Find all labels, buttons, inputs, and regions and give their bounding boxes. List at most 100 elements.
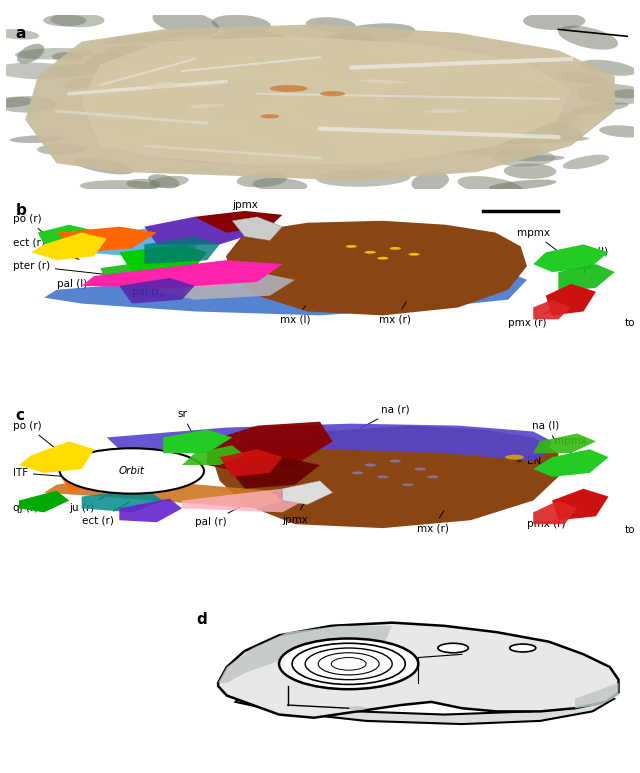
Text: ITF: ITF [13, 468, 67, 478]
Text: Orbit: Orbit [119, 466, 145, 476]
Ellipse shape [512, 86, 563, 97]
Ellipse shape [166, 88, 233, 110]
Ellipse shape [333, 58, 371, 75]
Ellipse shape [408, 253, 420, 256]
Text: AOF: AOF [266, 479, 287, 502]
Ellipse shape [64, 78, 93, 89]
Polygon shape [218, 626, 392, 683]
Ellipse shape [126, 179, 161, 189]
Ellipse shape [358, 80, 408, 83]
Ellipse shape [159, 152, 231, 162]
Ellipse shape [523, 12, 586, 30]
Polygon shape [546, 284, 596, 315]
Text: pal (l): pal (l) [56, 279, 166, 289]
Text: sr: sr [177, 409, 193, 435]
Polygon shape [44, 272, 527, 315]
Polygon shape [195, 211, 282, 233]
Text: ect (r): ect (r) [82, 502, 129, 525]
Ellipse shape [390, 247, 401, 250]
Ellipse shape [37, 144, 85, 155]
Polygon shape [56, 226, 157, 252]
Ellipse shape [558, 26, 618, 49]
Polygon shape [145, 262, 244, 288]
Ellipse shape [599, 125, 640, 138]
Ellipse shape [17, 44, 44, 63]
Ellipse shape [96, 115, 150, 129]
Text: ju (r): ju (r) [69, 490, 117, 513]
Polygon shape [119, 499, 182, 523]
Ellipse shape [148, 175, 180, 189]
Text: pal (r): pal (r) [132, 284, 204, 297]
Ellipse shape [569, 103, 628, 115]
Ellipse shape [558, 71, 608, 84]
Ellipse shape [438, 643, 468, 652]
Ellipse shape [97, 98, 177, 114]
Ellipse shape [381, 87, 438, 104]
Text: lc (r): lc (r) [232, 437, 257, 458]
Text: to: to [624, 525, 635, 535]
Polygon shape [533, 501, 577, 524]
Ellipse shape [316, 169, 410, 187]
Ellipse shape [0, 97, 33, 107]
Ellipse shape [149, 82, 177, 88]
Ellipse shape [216, 83, 272, 98]
Ellipse shape [255, 117, 284, 135]
Ellipse shape [237, 172, 287, 187]
Ellipse shape [335, 23, 415, 43]
Polygon shape [533, 300, 571, 319]
Polygon shape [82, 226, 207, 256]
Ellipse shape [492, 149, 555, 166]
Ellipse shape [176, 93, 206, 101]
Polygon shape [25, 24, 615, 181]
Ellipse shape [346, 245, 357, 248]
Text: po (r): po (r) [13, 421, 54, 448]
Text: qj (r): qj (r) [13, 501, 38, 513]
Polygon shape [82, 36, 571, 165]
Ellipse shape [277, 130, 310, 142]
Text: pal (r): pal (r) [195, 506, 243, 527]
Ellipse shape [73, 158, 133, 175]
Polygon shape [232, 216, 282, 240]
Ellipse shape [260, 114, 279, 118]
Polygon shape [82, 489, 163, 512]
Ellipse shape [365, 251, 376, 254]
Ellipse shape [184, 42, 219, 53]
Polygon shape [44, 477, 282, 509]
Ellipse shape [550, 124, 582, 140]
Ellipse shape [0, 63, 79, 80]
Ellipse shape [388, 94, 440, 109]
Ellipse shape [332, 43, 367, 59]
Ellipse shape [412, 172, 449, 192]
Polygon shape [157, 272, 295, 300]
Ellipse shape [442, 76, 484, 94]
Ellipse shape [47, 64, 100, 77]
Ellipse shape [51, 12, 104, 27]
Polygon shape [107, 424, 552, 461]
Ellipse shape [428, 475, 438, 478]
Polygon shape [82, 261, 282, 288]
Polygon shape [31, 233, 107, 261]
Ellipse shape [577, 83, 640, 104]
Ellipse shape [445, 140, 543, 157]
Polygon shape [236, 693, 614, 724]
Polygon shape [94, 229, 145, 248]
Circle shape [279, 638, 419, 690]
Ellipse shape [324, 32, 374, 47]
Text: ect (r): ect (r) [13, 237, 79, 259]
Polygon shape [182, 445, 244, 465]
Polygon shape [163, 430, 232, 453]
Polygon shape [533, 244, 609, 272]
Text: na (r): na (r) [360, 405, 410, 428]
Ellipse shape [319, 58, 382, 73]
Ellipse shape [321, 117, 386, 124]
Text: pter (r): pter (r) [13, 261, 116, 276]
Text: d: d [196, 611, 207, 627]
Text: mpmx: mpmx [554, 437, 588, 462]
Text: pmx (r): pmx (r) [527, 506, 569, 530]
Polygon shape [552, 489, 609, 520]
Ellipse shape [306, 17, 356, 32]
Text: jpmx: jpmx [282, 499, 308, 525]
Polygon shape [56, 461, 145, 491]
Ellipse shape [481, 68, 515, 90]
Polygon shape [213, 426, 558, 528]
